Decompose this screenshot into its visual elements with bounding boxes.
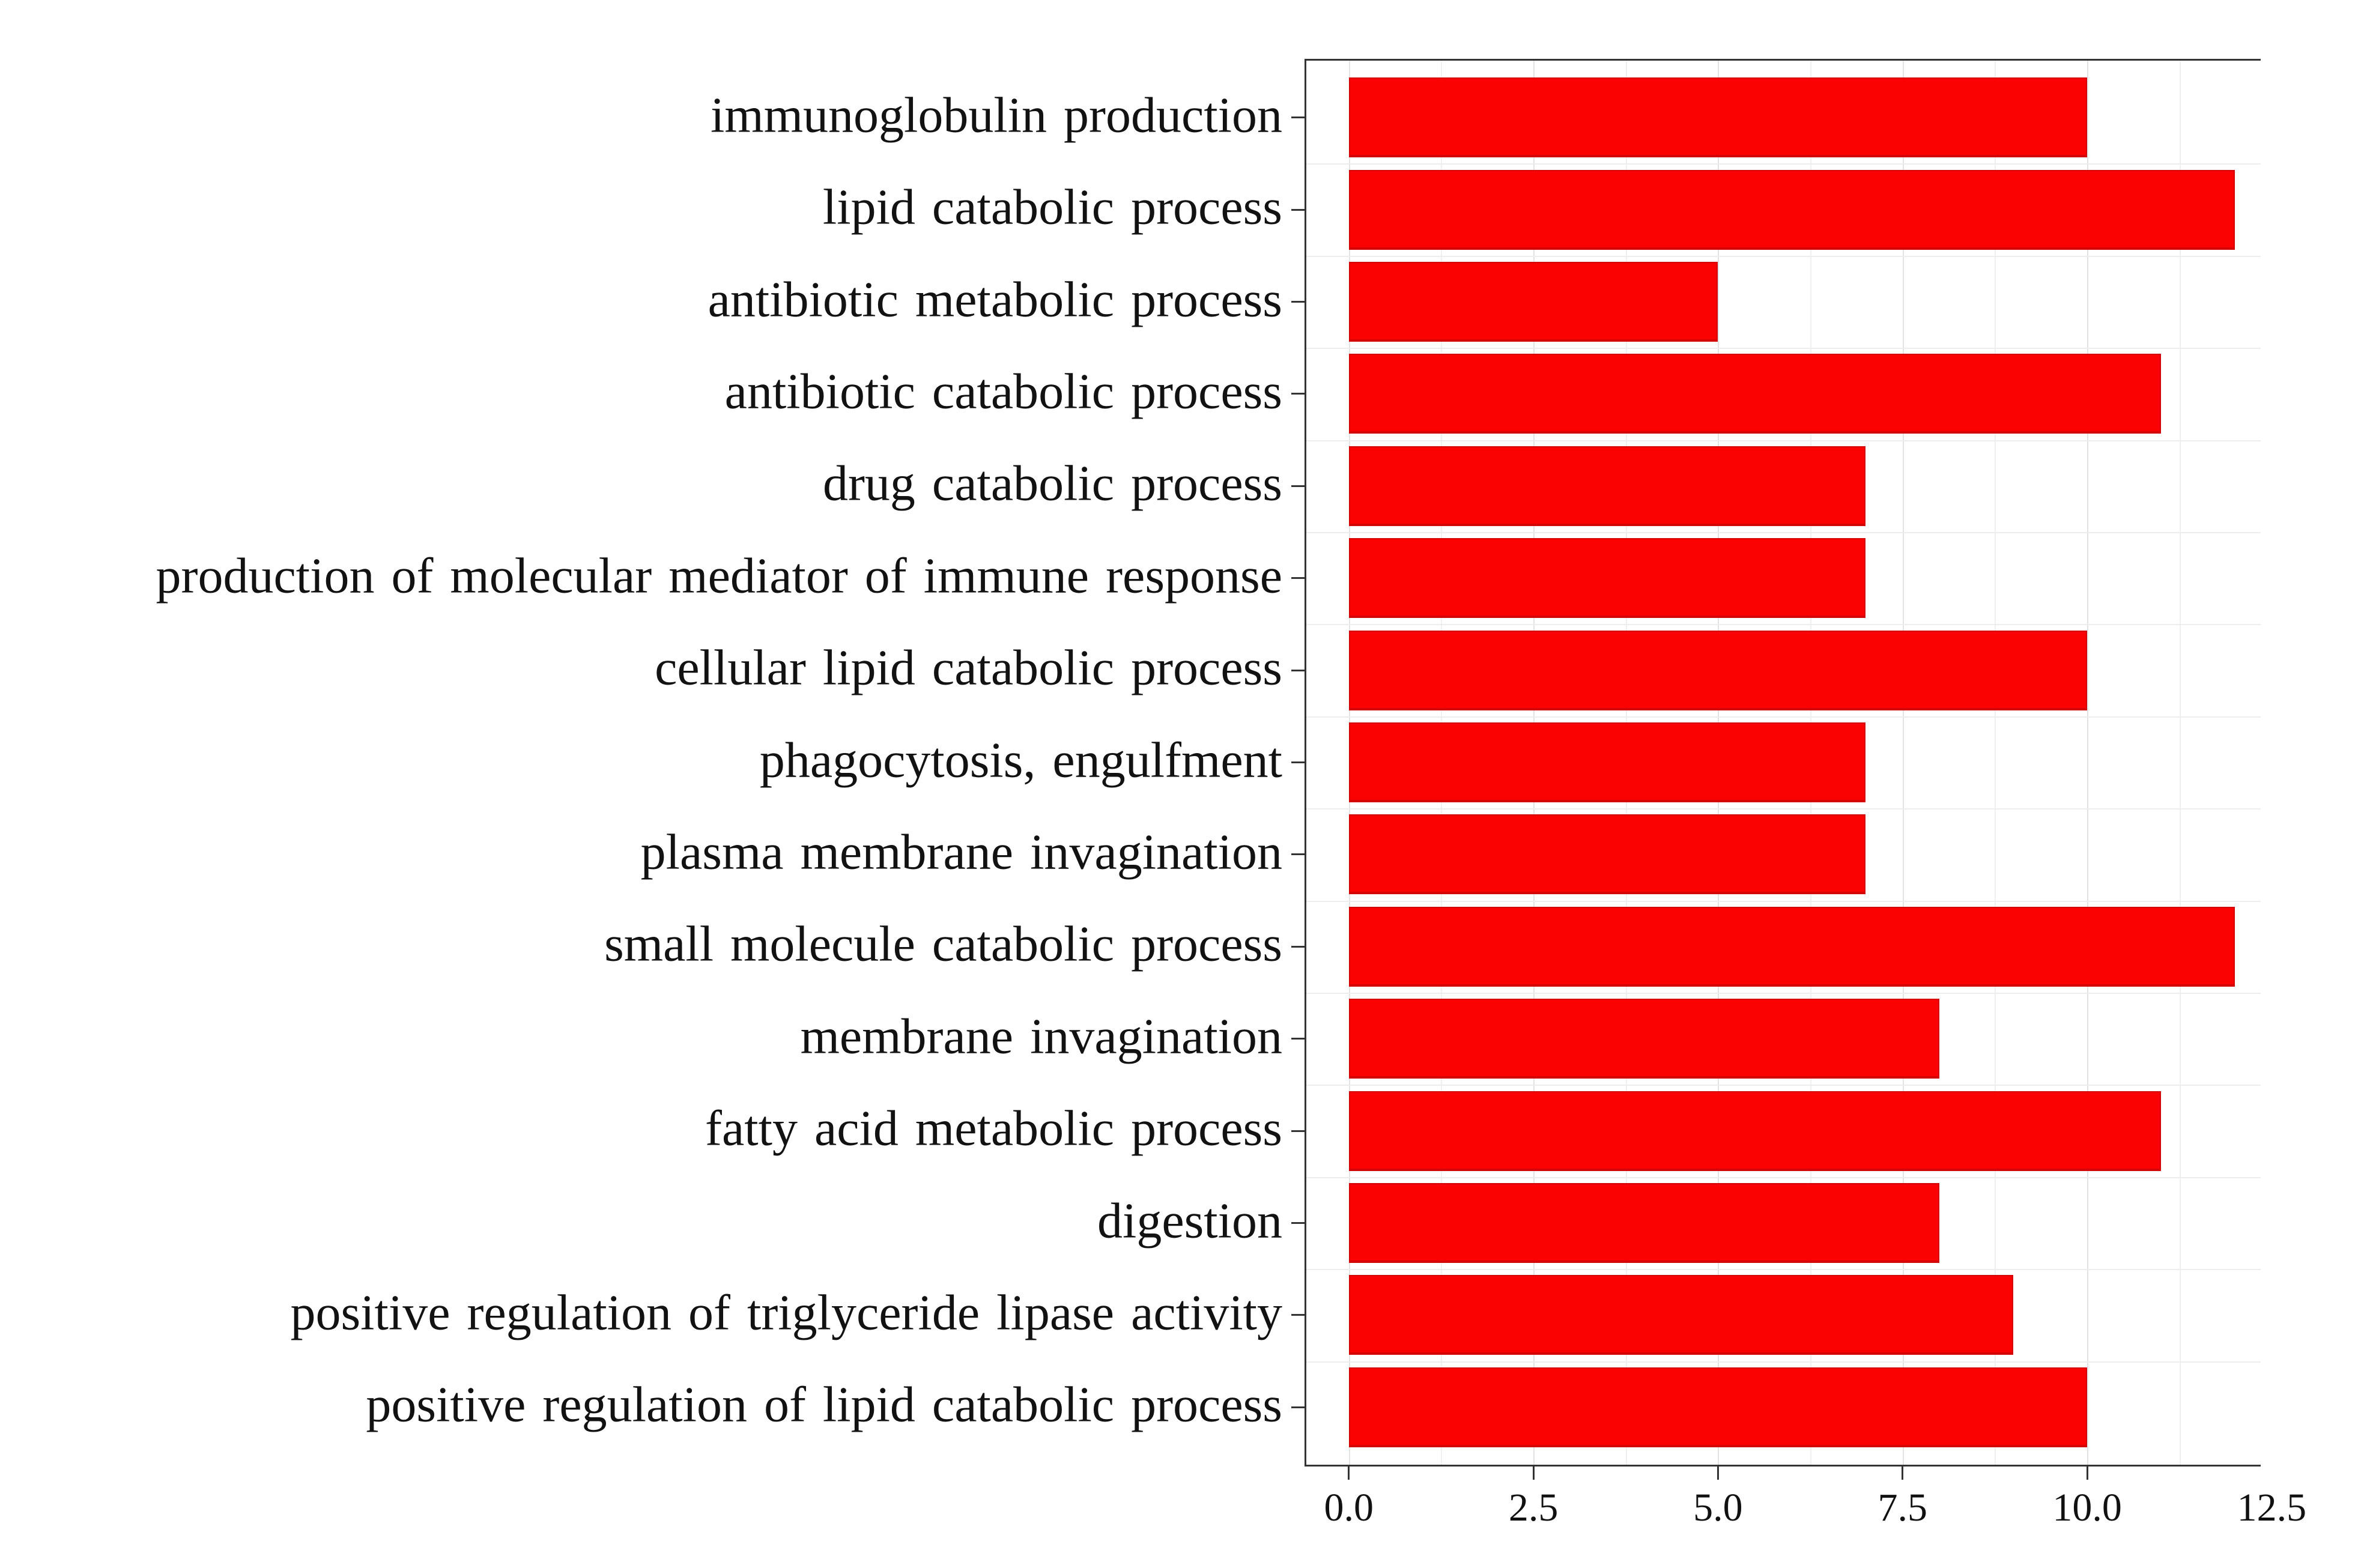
y-axis-tick — [1291, 485, 1305, 487]
bar — [1348, 630, 2088, 710]
y-axis-tick — [1291, 945, 1305, 948]
category-label: phagocytosis, engulfment — [759, 732, 1282, 789]
y-axis-tick — [1291, 669, 1305, 671]
bar — [1348, 354, 2162, 434]
x-major-gridline — [2087, 59, 2089, 1467]
x-axis-tick-label: 10.0 — [2052, 1486, 2122, 1530]
x-axis-tick-label: 12.5 — [2237, 1486, 2307, 1530]
category-label: plasma membrane invagination — [640, 824, 1282, 880]
y-axis-tick — [1291, 853, 1305, 856]
bar — [1348, 814, 1866, 895]
category-label: immunoglobulin production — [711, 87, 1282, 144]
x-axis-tick — [1902, 1467, 1904, 1480]
category-label: lipid catabolic process — [822, 179, 1282, 235]
y-gridline — [1305, 900, 2261, 902]
bar — [1348, 906, 2235, 987]
y-gridline — [1305, 348, 2261, 350]
bar — [1348, 169, 2235, 250]
y-axis-tick — [1291, 1314, 1305, 1316]
x-axis-tick — [1348, 1467, 1350, 1480]
bar — [1348, 999, 1940, 1079]
y-axis-tick — [1291, 393, 1305, 395]
y-gridline — [1305, 716, 2261, 718]
y-axis-tick — [1291, 1130, 1305, 1132]
y-axis-line — [1305, 59, 1306, 1467]
y-gridline — [1305, 624, 2261, 626]
x-axis-tick-label: 2.5 — [1508, 1486, 1559, 1530]
x-axis-tick-label: 5.0 — [1693, 1486, 1743, 1530]
bar — [1348, 77, 2088, 158]
x-minor-gridline — [2179, 59, 2181, 1467]
category-label: small molecule catabolic process — [604, 916, 1282, 972]
category-label: antibiotic catabolic process — [724, 363, 1282, 420]
category-label: fatty acid metabolic process — [705, 1100, 1282, 1157]
bar — [1348, 538, 1866, 619]
bar — [1348, 262, 1718, 342]
category-label: positive regulation of triglyceride lipa… — [290, 1285, 1282, 1341]
y-gridline — [1305, 808, 2261, 810]
y-axis-tick — [1291, 1038, 1305, 1040]
category-label: production of molecular mediator of immu… — [156, 548, 1282, 604]
y-axis-tick — [1291, 208, 1305, 211]
bar — [1348, 1091, 2162, 1171]
bar — [1348, 446, 1866, 526]
x-axis-tick-label: 0.0 — [1324, 1486, 1374, 1530]
category-label: cellular lipid catabolic process — [655, 640, 1282, 696]
y-axis-tick — [1291, 577, 1305, 580]
bar — [1348, 722, 1866, 802]
y-gridline — [1305, 1085, 2261, 1086]
y-gridline — [1305, 993, 2261, 994]
bar — [1348, 1367, 2088, 1447]
bar — [1348, 1275, 2014, 1355]
category-label: digestion — [1097, 1193, 1282, 1249]
category-label: positive regulation of lipid catabolic p… — [366, 1376, 1282, 1433]
panel-top-spine — [1305, 59, 2261, 61]
y-axis-tick — [1291, 761, 1305, 763]
bar — [1348, 1183, 1940, 1263]
category-label: membrane invagination — [800, 1008, 1282, 1065]
y-axis-tick — [1291, 1222, 1305, 1224]
y-gridline — [1305, 1269, 2261, 1271]
y-gridline — [1305, 532, 2261, 533]
y-gridline — [1305, 1176, 2261, 1178]
chart-panel — [1305, 59, 2261, 1467]
x-axis-tick — [1532, 1467, 1535, 1480]
x-axis-line — [1305, 1465, 2261, 1467]
y-gridline — [1305, 163, 2261, 165]
x-major-gridline — [1902, 59, 1904, 1467]
x-minor-gridline — [1995, 59, 1996, 1467]
y-gridline — [1305, 440, 2261, 441]
category-label: antibiotic metabolic process — [708, 271, 1282, 328]
y-gridline — [1305, 255, 2261, 257]
x-axis-tick-label: 7.5 — [1877, 1486, 1928, 1530]
x-axis-tick — [2086, 1467, 2088, 1480]
y-axis-tick — [1291, 1406, 1305, 1408]
y-axis-tick — [1291, 301, 1305, 303]
x-axis-tick — [1717, 1467, 1719, 1480]
category-label: drug catabolic process — [822, 455, 1282, 512]
y-axis-tick — [1291, 117, 1305, 119]
y-gridline — [1305, 1361, 2261, 1363]
